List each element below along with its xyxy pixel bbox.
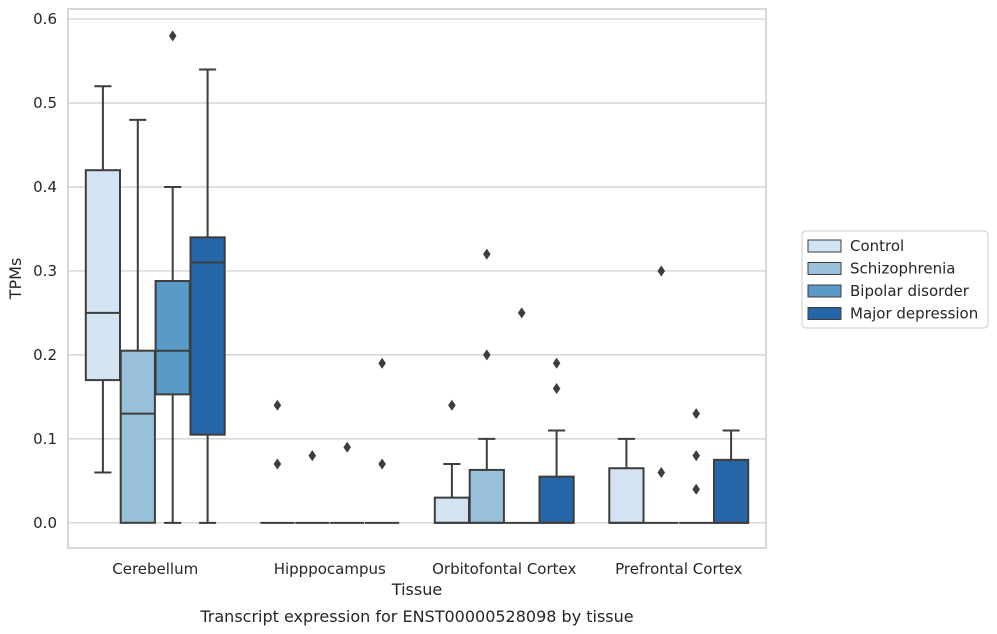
y-tick-label-0-3: 0.3 (33, 262, 57, 280)
box-prefrontal-cortex-bipolar-disorder (679, 408, 714, 524)
x-tick-label-prefrontal-cortex: Prefrontal Cortex (615, 560, 742, 578)
outlier-point (168, 30, 177, 42)
box-orbitofontal-cortex-bipolar-disorder (504, 307, 539, 524)
y-tick-label-0-1: 0.1 (33, 430, 57, 448)
box-orbitofontal-cortex-schizophrenia (468, 248, 505, 524)
box-cerebellum-bipolar-disorder (154, 30, 191, 524)
legend-swatch (807, 307, 842, 320)
box-body (712, 458, 750, 524)
x-tick-label-orbitofontal-cortex: Orbitofontal Cortex (432, 560, 576, 578)
box-cerebellum-major-depression (189, 68, 226, 524)
plot-frame (67, 8, 767, 549)
x-tick-labels: Cerebellum Hipppocampus Orbitofontal Corte… (112, 560, 742, 578)
y-tick-label-0-2: 0.2 (33, 346, 57, 364)
box-body (468, 468, 505, 524)
legend-swatch (807, 262, 842, 275)
outlier-point (657, 466, 666, 478)
y-axis-label: TPMs (6, 258, 25, 301)
box-body (433, 496, 471, 524)
x-tick-label-cerebellum: Cerebellum (112, 560, 198, 578)
legend-label: Control (850, 237, 904, 255)
plot-area (68, 9, 766, 548)
outlier-point (378, 458, 386, 470)
y-tick-labels: 0.0 0.1 0.2 0.3 0.4 0.5 0.6 (33, 10, 57, 532)
y-tick-label-0-4: 0.4 (33, 178, 57, 196)
box-prefrontal-cortex-control (608, 437, 645, 524)
box-body (608, 467, 645, 524)
outlier-point (308, 450, 317, 462)
outlier-point (483, 248, 491, 260)
box-body (119, 349, 156, 524)
outlier-point (552, 382, 561, 394)
box-prefrontal-cortex-schizophrenia (644, 265, 679, 524)
box-cerebellum-schizophrenia (119, 118, 156, 524)
box-body (189, 236, 226, 436)
box-hipppocampus-control (260, 399, 295, 524)
box-hipppocampus-major-depression (364, 357, 400, 524)
y-tick-label-0-6: 0.6 (33, 10, 57, 28)
outlier-point (552, 357, 561, 369)
legend-item-control: Control (807, 237, 904, 255)
outlier-point (378, 357, 386, 369)
outlier-point (692, 408, 700, 420)
legend-label: Schizophrenia (850, 260, 955, 278)
box-prefrontal-cortex-major-depression (712, 429, 750, 524)
legend-item-bipolar-disorder: Bipolar disorder (807, 282, 970, 300)
box-orbitofontal-cortex-major-depression (538, 357, 575, 524)
outlier-point (483, 349, 491, 361)
outlier-point (273, 399, 282, 411)
box-body (538, 475, 575, 524)
box-groups (84, 30, 750, 524)
y-tick-label-0-5: 0.5 (33, 94, 57, 112)
outlier-point (273, 458, 282, 470)
outlier-point (343, 441, 351, 453)
y-tick-label-0-0: 0.0 (33, 514, 57, 532)
x-axis-label: Tissue (391, 580, 442, 599)
outlier-point (692, 483, 700, 495)
legend: Control Schizophrenia Bipolar disorder Majo… (801, 230, 989, 329)
box-body (154, 280, 191, 396)
box-hipppocampus-schizophrenia (295, 450, 330, 524)
outlier-point (692, 450, 700, 462)
legend-swatch (807, 284, 842, 298)
legend-swatch (807, 239, 842, 253)
box-cerebellum-control (84, 85, 122, 474)
box-body (84, 169, 122, 382)
outlier-point (517, 307, 526, 319)
chart-caption: Transcript expression for ENST0000052809… (199, 607, 633, 626)
legend-label: Bipolar disorder (850, 282, 970, 300)
legend-item-schizophrenia: Schizophrenia (807, 260, 955, 278)
box-hipppocampus-bipolar-disorder (330, 441, 365, 524)
outlier-point (448, 399, 456, 411)
legend-frame (801, 230, 989, 329)
outlier-point (657, 265, 666, 277)
legend-item-major-depression: Major depression (807, 305, 978, 323)
x-tick-label-hipppocampus: Hipppocampus (274, 560, 386, 578)
legend-label: Major depression (850, 305, 978, 323)
